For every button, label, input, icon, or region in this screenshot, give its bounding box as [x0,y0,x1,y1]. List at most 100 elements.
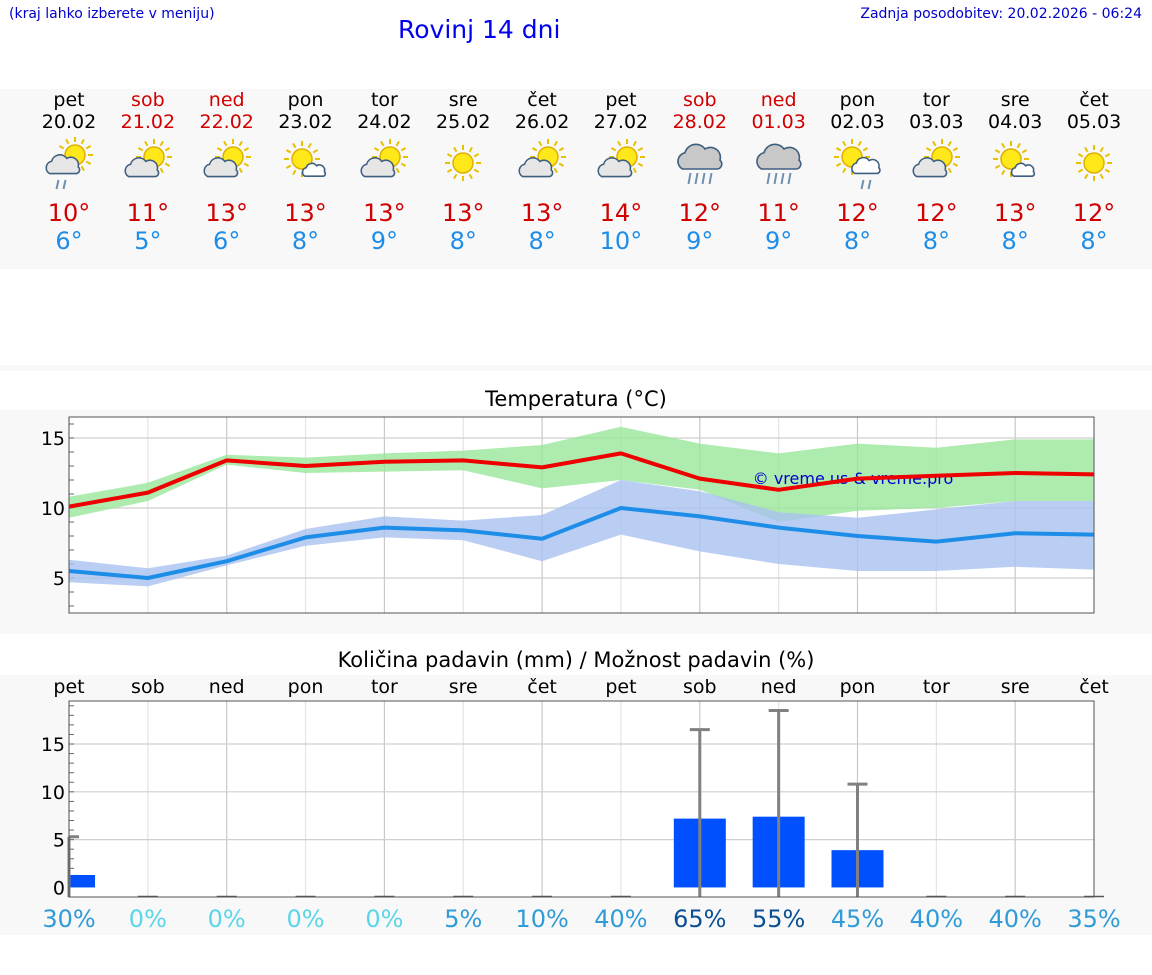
day-date: 22.02 [199,111,254,133]
x-category-label: pet [53,676,84,698]
sun-icon [1054,135,1134,193]
day-name: pet [605,89,637,111]
temp-max: 13° [205,199,248,227]
precip-probability: 55% [752,905,805,933]
day-name: sre [1000,89,1030,111]
temp-min: 8° [922,227,950,255]
temp-max: 10° [47,199,91,227]
temp-min: 6° [213,227,241,255]
day-date: 03.03 [909,111,964,133]
day-date: 27.02 [593,111,649,133]
precip-probability: 65% [673,905,726,933]
sun-cloud-icon [896,135,976,193]
sun-cloud-icon [344,135,424,193]
location-hint[interactable]: (kraj lahko izberete v meniju) [9,6,215,22]
last-update: Zadnja posodobitev: 20.02.2026 - 06:24 [860,6,1142,22]
forecast-day: pet 27.02 14° 10° [581,89,661,255]
temp-max: 13° [284,199,327,227]
x-category-label: sob [683,676,717,698]
precip-probability: 10% [515,905,568,933]
day-date: 01.03 [751,111,806,133]
forecast-band [0,89,1152,269]
x-category-label: sob [131,676,165,698]
forecast-day: čet 26.02 13° 8° [502,89,582,255]
day-name: sre [448,89,478,111]
temp-min: 5° [134,227,162,255]
precipitation-chart-title: Količina padavin (mm) / Možnost padavin … [337,648,815,672]
precip-probability: 0% [287,905,325,933]
forecast-day: sob 21.02 11° 5° [108,89,188,255]
x-category-label: ned [209,676,245,698]
day-name: ned [760,89,797,111]
sun-small-cloud-icon [266,135,346,193]
forecast-day: pet 20.02 10° 6° [29,89,109,255]
day-name: pon [839,89,876,111]
precip-probability: 40% [989,905,1042,933]
precip-probability: 5% [444,905,482,933]
forecast-day: tor 03.03 12° 8° [896,89,976,255]
precip-probability: 30% [42,905,95,933]
x-category-label: tor [371,676,398,698]
temp-min: 8° [1001,227,1029,255]
sun-cloud-icon [581,135,661,193]
series-band-min [69,480,1095,587]
cloud-rain-icon [660,135,740,193]
day-name: pet [53,89,85,111]
y-tick-label: 15 [41,734,65,756]
precip-probability: 0% [365,905,403,933]
day-name: čet [527,89,557,111]
y-tick-label: 0 [53,877,65,899]
precip-bar [69,875,95,888]
precip-probability: 40% [910,905,963,933]
forecast-day: čet 05.03 12° 8° [1054,89,1134,255]
x-category-label: čet [1079,676,1109,698]
precip-probability: 0% [129,905,167,933]
day-name: sob [131,89,165,111]
x-category-label: ned [761,676,797,698]
series-line-max [68,451,1095,509]
temp-min: 9° [686,227,714,255]
x-category-label: pon [840,676,876,698]
day-name: tor [370,89,398,111]
day-name: tor [922,89,950,111]
forecast-day: tor 24.02 13° 9° [344,89,424,255]
forecast-day: pon 23.02 13° 8° [266,89,346,255]
temp-max: 13° [520,199,564,227]
x-category-label: tor [923,676,950,698]
sun-cloud-icon [187,135,267,193]
x-category-label: sre [449,676,478,698]
plot-frame [68,700,1095,898]
x-category-label: pon [288,676,324,698]
temp-min: 8° [1080,227,1108,255]
sun-cloud-icon [108,135,188,193]
y-tick-label: 10 [41,782,65,804]
temp-max: 12° [915,199,958,227]
temp-max: 12° [836,199,879,227]
temp-min: 6° [55,227,83,255]
day-name: čet [1079,89,1109,111]
y-tick-label: 15 [41,428,65,450]
forecast-day: ned 22.02 13° 6° [187,89,267,255]
day-date: 04.03 [987,111,1043,133]
forecast-day: ned 01.03 11° 9° [739,89,819,255]
temp-min: 9° [765,227,793,255]
day-date: 21.02 [120,111,176,133]
temp-max: 12° [678,199,722,227]
temp-max: 11° [757,199,800,227]
plot-frame [68,416,1095,614]
sun-icon [423,135,503,193]
cloud-rain-icon [739,135,819,193]
forecast-day: sre 25.02 13° 8° [423,89,503,255]
temp-max: 13° [363,199,406,227]
separator [0,365,1152,371]
temp-min: 10° [599,227,643,255]
day-date: 28.02 [672,111,727,133]
day-name: pon [287,89,324,111]
precip-probability: 35% [1067,905,1120,933]
precip-probability: 0% [208,905,246,933]
day-date: 25.02 [436,111,491,133]
sun-small-cloud-icon [975,135,1055,193]
day-name: sob [683,89,717,111]
temp-min: 8° [291,227,320,255]
